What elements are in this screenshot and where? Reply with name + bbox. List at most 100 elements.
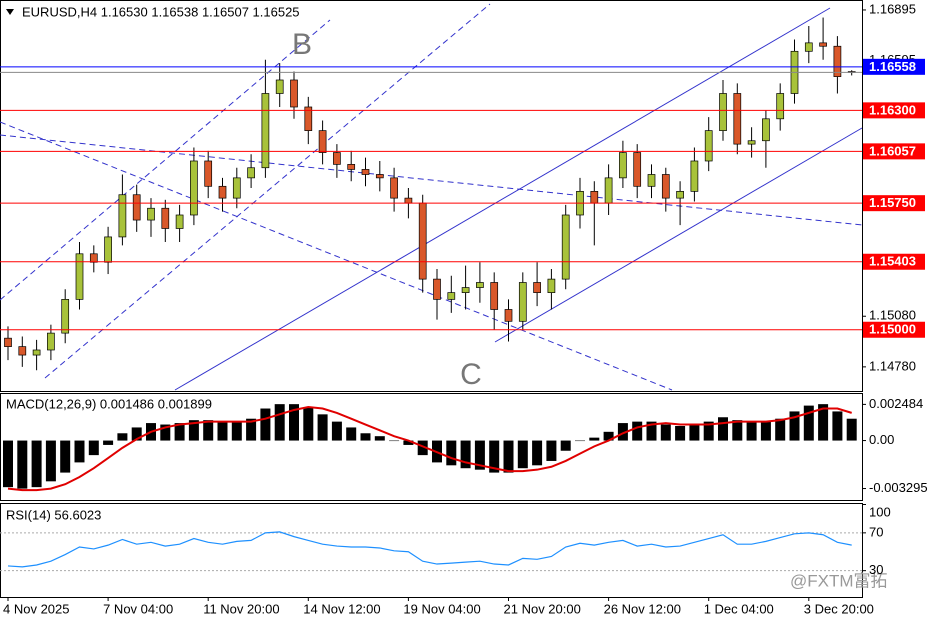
candle-body (132, 194, 141, 221)
y-tick-label: -0.003295 (869, 480, 928, 495)
panel-frames (0, 0, 863, 598)
signal-line (7, 406, 852, 492)
rsi-title: RSI(14) 56.6023 (6, 507, 101, 522)
macd-bar (660, 424, 671, 441)
candle-body (18, 346, 27, 356)
candle-body (719, 93, 727, 131)
level-tag (863, 253, 925, 270)
macd-bar (289, 404, 299, 441)
candle-body (461, 287, 470, 293)
macd-bar (803, 405, 814, 441)
candle-body (776, 93, 785, 120)
macd-bar (331, 421, 342, 441)
macd-bar (160, 424, 171, 441)
macd-bar (646, 421, 657, 441)
candle-body (32, 349, 41, 356)
level-tag (863, 195, 925, 212)
candle-body (190, 160, 198, 216)
candle-body (690, 160, 699, 192)
macd-bar (3, 440, 13, 488)
y-tick-label: 0.002484 (869, 396, 923, 411)
candle-body (75, 253, 84, 300)
candle-body (819, 42, 827, 47)
channel-line (494, 127, 863, 343)
macd-bar (403, 440, 414, 445)
x-tick-label: 19 Nov 04:00 (403, 601, 480, 616)
candle-body (247, 167, 255, 179)
macd-bar (546, 440, 557, 461)
x-tick-label: 26 Nov 12:00 (604, 601, 681, 616)
candle-body (504, 309, 513, 322)
x-tick-label: 21 Nov 20:00 (504, 601, 581, 616)
y-tick-label: 1.15080 (869, 308, 916, 323)
x-tick-label: 14 Nov 12:00 (303, 601, 380, 616)
macd-bar (675, 425, 686, 441)
y-tick-label: 0.00 (869, 432, 894, 447)
macd-bar (760, 421, 771, 441)
candle-body (204, 160, 213, 187)
macd-bar (88, 440, 99, 456)
candle-body (104, 236, 112, 263)
level-tag (863, 102, 925, 119)
level-tag (863, 321, 925, 338)
candle-body (533, 282, 541, 293)
macd-bar (203, 420, 214, 441)
menu-arrow (6, 9, 14, 15)
candle-body (175, 214, 184, 229)
candle-body (833, 45, 842, 77)
wave-label: C (460, 358, 482, 391)
candle-body (232, 177, 241, 199)
rsi-frame (0, 503, 863, 598)
candle-body (647, 174, 656, 187)
macd-bar (775, 418, 786, 441)
macd-bar (260, 408, 271, 441)
candle-body (347, 164, 356, 170)
macd-bar (274, 404, 285, 441)
candle-body (89, 253, 98, 263)
macd-bar (417, 440, 428, 456)
candle-body (318, 130, 327, 153)
macd-bar (689, 424, 700, 441)
candle-body (433, 278, 441, 300)
y-tick-label: 1.14780 (869, 358, 916, 373)
chart-title: EURUSD,H4 1.16530 1.16538 1.16507 1.1652… (22, 4, 300, 19)
candle-body (261, 93, 270, 169)
macd-bar (818, 404, 829, 441)
macd-bar (389, 440, 400, 442)
candle-body (747, 140, 756, 145)
candle-body (361, 169, 370, 175)
candle-body (390, 177, 398, 199)
macd-bar (346, 427, 357, 441)
macd-bar (446, 440, 457, 466)
candle-body (604, 177, 613, 204)
macd-bar (174, 423, 185, 441)
candle-body (333, 152, 341, 165)
macd-bar (303, 407, 314, 441)
candle-body (490, 282, 499, 310)
macd-bar (746, 421, 757, 441)
main-frame (0, 0, 863, 392)
dashed-trend (0, 134, 863, 226)
x-tick-label: 11 Nov 20:00 (203, 601, 279, 616)
candle-body (275, 79, 284, 94)
level-label: 1.15000 (869, 322, 916, 337)
y-tick-label: 30 (869, 562, 883, 577)
candle-body (619, 152, 627, 179)
macd-title: MACD(12,26,9) 0.001486 0.001899 (6, 396, 212, 411)
x-tick-label: 1 Dec 04:00 (704, 601, 774, 616)
candle-body (704, 130, 713, 162)
macd-frame (0, 393, 863, 501)
level-label: 1.16558 (869, 59, 916, 74)
candle-body (762, 118, 770, 142)
candle-body (161, 207, 170, 229)
candle-body (447, 292, 456, 300)
macd-bar (217, 421, 228, 441)
candle-body (304, 106, 313, 131)
candle-body (804, 42, 813, 52)
watermark: @FXTM富拓 (790, 571, 888, 590)
macd-bar (60, 440, 71, 473)
candle-body (676, 191, 684, 199)
candle-body (633, 152, 642, 187)
macd-bar (617, 423, 628, 441)
macd-bar (360, 433, 371, 441)
